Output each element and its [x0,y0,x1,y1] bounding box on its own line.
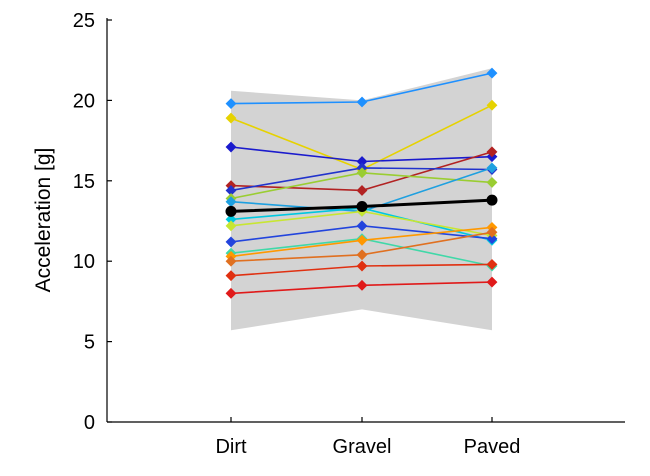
y-tick-label: 20 [73,90,95,112]
series-point-1-3 [486,67,498,79]
series-point-13-1 [225,255,237,267]
series-point-10-3 [486,233,498,245]
x-tick-label: Paved [464,436,521,458]
series-layer [225,67,498,299]
series-point-10-2 [356,220,368,232]
x-ticks: Dirt Gravel Paved [215,417,520,458]
series-point-4-3 [486,146,498,158]
series-point-2-1 [225,112,237,124]
series-point-12-2 [356,234,368,246]
y-ticks: 0 5 10 15 20 25 [73,10,112,434]
x-tick-label: Dirt [215,436,247,458]
series-point-10-1 [225,236,237,248]
series-point-15-1 [225,287,237,299]
mean-layer [225,194,498,217]
series-point-7-3 [486,162,498,174]
series-point-1-2 [356,96,368,108]
series-point-4-2 [356,185,368,196]
y-tick-label: 5 [84,332,95,354]
y-tick-label: 15 [73,171,95,193]
y-tick-label: 0 [84,412,95,434]
mean-point-2 [356,201,368,212]
series-point-14-1 [225,270,237,282]
axes [106,18,625,423]
y-tick-label: 10 [73,251,95,273]
series-point-15-2 [356,279,368,291]
series-point-15-3 [486,276,498,288]
series-point-6-3 [486,176,498,188]
series-point-14-3 [486,258,498,270]
series-point-13-2 [356,249,368,261]
series-point-6-2 [356,167,368,179]
y-axis-label: Acceleration [g] [32,148,55,293]
y-tick-label: 25 [73,10,95,32]
mean-point-3 [486,194,498,206]
series-point-9-1 [225,220,237,232]
series-point-1-1 [225,98,237,110]
series-point-13-3 [486,226,498,238]
series-point-3-1 [225,141,237,153]
mean-point-1 [225,205,237,217]
series-point-14-2 [356,260,368,272]
series-point-2-3 [486,99,498,111]
x-tick-label: Gravel [333,436,392,458]
